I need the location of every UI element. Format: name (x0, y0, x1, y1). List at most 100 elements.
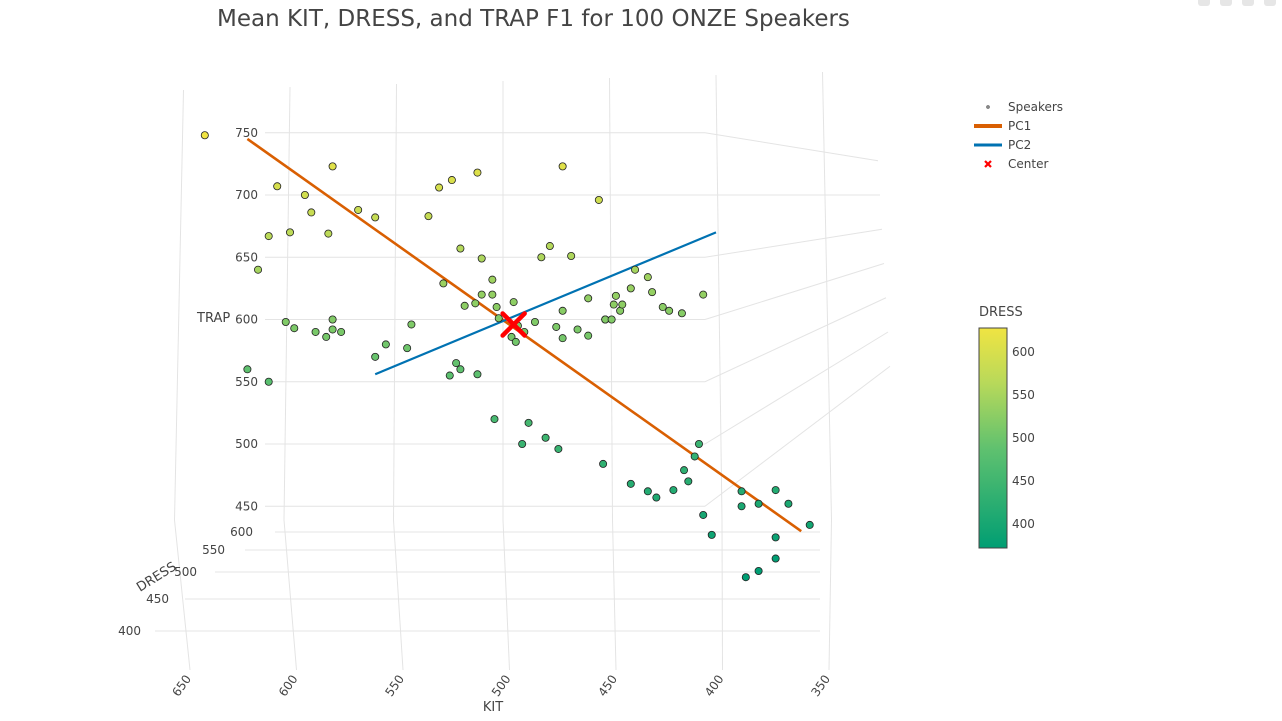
modebar[interactable] (1198, 0, 1276, 8)
speaker-point (264, 232, 273, 241)
kit-tick-label: 550 (382, 672, 407, 699)
camera-icon[interactable] (1198, 0, 1210, 6)
speaker-point (558, 334, 567, 343)
speaker-point (784, 499, 793, 508)
speaker-point (658, 303, 667, 312)
speaker-point (445, 371, 454, 380)
tick-labels: 450 500 550 600 650 700 750 650 600 550 500 450 400 3… (118, 126, 833, 699)
speaker-point (281, 317, 290, 326)
speaker-point (471, 299, 480, 308)
speaker-point (371, 352, 380, 361)
speaker-point (328, 325, 337, 334)
trap-tick-label: 600 (235, 313, 258, 327)
dress-axis-title: DRESS (134, 559, 179, 595)
speaker-point (771, 533, 780, 542)
speaker-point (699, 290, 708, 299)
speaker-point (435, 183, 444, 192)
legend-label: PC1 (1008, 119, 1031, 133)
speaker-point (243, 365, 252, 374)
speaker-point (477, 290, 486, 299)
orbit-icon[interactable] (1264, 0, 1276, 6)
kit-tick-label: 600 (276, 672, 301, 699)
speaker-point (311, 327, 320, 336)
legend: Speakers PC1 PC2 Center (974, 100, 1063, 171)
legend-label: Center (1008, 157, 1048, 171)
speaker-point (407, 320, 416, 329)
kit-tick-label: 350 (808, 672, 833, 699)
colorbar-tick-label: 600 (1012, 345, 1035, 359)
speaker-point (324, 229, 333, 238)
speaker-point (354, 205, 363, 214)
speaker-point (611, 291, 620, 300)
trap-tick-label: 500 (235, 437, 258, 451)
speaker-point (607, 315, 616, 324)
speaker-point (567, 252, 576, 261)
side-gridline (704, 228, 883, 258)
speaker-point (754, 566, 763, 575)
speaker-point (494, 314, 503, 323)
speaker-point (264, 377, 273, 386)
side-gridline (704, 365, 891, 507)
speaker-point (530, 317, 539, 326)
pc2-line (374, 231, 717, 376)
kit-tick-label: 650 (169, 672, 194, 699)
speaker-points (200, 131, 814, 582)
speaker-point (328, 315, 337, 324)
colorbar-tick-label: 400 (1012, 517, 1035, 531)
speaker-point (328, 162, 337, 171)
speaker-point (554, 444, 563, 453)
speaker-point (669, 486, 678, 495)
floor-gridline (393, 519, 404, 671)
speaker-point (477, 254, 486, 263)
axis-titles: TRAP KIT DRESS (134, 311, 503, 715)
speaker-point (273, 182, 282, 191)
floor-gridline (174, 519, 191, 671)
legend-speakers-marker (986, 105, 990, 109)
zoom-icon[interactable] (1220, 0, 1232, 6)
floor-gridline (721, 519, 723, 671)
side-gridline (704, 263, 885, 320)
speaker-point (509, 298, 518, 307)
speaker-point (511, 337, 520, 346)
colorbar-title: DRESS (979, 305, 1023, 320)
speaker-point (337, 327, 346, 336)
speaker-point (300, 190, 309, 199)
dress-tick-label: 400 (118, 624, 141, 638)
trap-tick-label: 650 (235, 250, 258, 264)
speaker-point (456, 244, 465, 253)
kit-gridline (609, 77, 613, 521)
floor-gridline (828, 519, 832, 671)
speaker-point (626, 284, 635, 293)
colorbar-tick-label: 500 (1012, 431, 1035, 445)
legend-label: Speakers (1008, 100, 1063, 114)
speaker-point (648, 288, 657, 297)
speaker-point (690, 452, 699, 461)
kit-gridline (174, 89, 184, 521)
chart-title: Mean KIT, DRESS, and TRAP F1 for 100 ONZ… (217, 6, 850, 32)
legend-center-marker (984, 160, 992, 168)
speaker-point (599, 459, 608, 468)
center-cross (500, 311, 527, 338)
speaker-point (507, 332, 516, 341)
speaker-point (290, 324, 299, 333)
dress-tick-label: 600 (230, 525, 253, 539)
speaker-point (524, 418, 533, 427)
speaker-point (473, 370, 482, 379)
speaker-point (285, 228, 294, 237)
speaker-point (545, 242, 554, 251)
speaker-point (694, 439, 703, 448)
trap-tick-label: 700 (235, 188, 258, 202)
speaker-point (488, 275, 497, 284)
speaker-point (737, 487, 746, 496)
speaker-point (490, 415, 499, 424)
trap-axis-title: TRAP (196, 311, 230, 326)
speaker-point (643, 487, 652, 496)
speaker-point (609, 300, 618, 309)
dress-tick-label: 500 (174, 565, 197, 579)
speaker-point (665, 306, 674, 315)
kit-gridline (715, 74, 723, 521)
pan-icon[interactable] (1242, 0, 1254, 6)
speaker-point (439, 279, 448, 288)
speaker-point (594, 195, 603, 204)
